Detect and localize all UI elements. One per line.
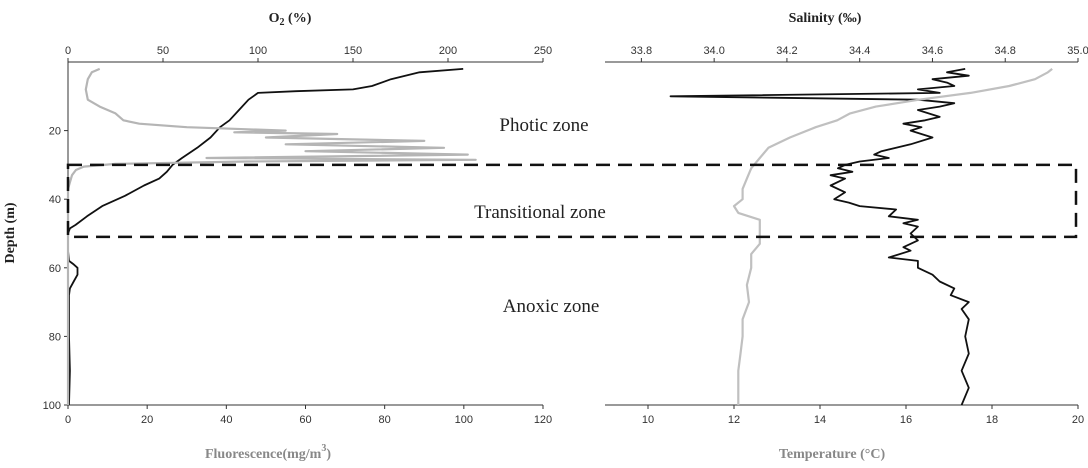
l-top-tick-label: 200 (439, 45, 457, 57)
r-bottom-tick-label: 14 (814, 414, 826, 426)
depth-tick-label: 80 (49, 331, 61, 343)
depth-tick-label: 60 (49, 263, 61, 275)
l-bottom-tick-label: 0 (65, 414, 71, 426)
depth-ticks: 20 40 60 80 100 (43, 126, 68, 412)
r-bottom-tick-label: 10 (642, 414, 654, 426)
depth-tick-label: 20 (49, 126, 61, 138)
r-top-tick-label: 33.8 (631, 45, 652, 57)
photic-zone-label: Photic zone (499, 115, 588, 136)
l-bottom-tick-label: 100 (455, 414, 473, 426)
r-top-tick-label: 34.2 (776, 45, 797, 57)
depth-axis-title: Depth (m) (3, 202, 18, 263)
l-bottom-tick-label: 20 (141, 414, 153, 426)
l-top-tick-label: 150 (344, 45, 362, 57)
r-bottom-tick-label: 12 (728, 414, 740, 426)
right-series (669, 68, 1053, 406)
l-top-tick-label: 50 (157, 45, 169, 57)
depth-tick-label: 100 (43, 400, 61, 412)
right-panel: 33.8 34.0 34.2 34.4 34.6 34.8 35.0 10 12 14 16 18 2… (605, 11, 1088, 462)
transitional-zone-box (66, 163, 1078, 239)
r-bottom-tick-label: 16 (900, 414, 912, 426)
r-top-tick-label: 34.4 (849, 45, 870, 57)
r-series-top-line (669, 68, 970, 406)
anoxic-zone-label: Anoxic zone (503, 296, 600, 317)
o2-axis-title: O2 (%) (269, 11, 312, 28)
l-bottom-tick-label: 120 (534, 414, 552, 426)
left-panel: 0 50 100 150 200 250 0 20 40 60 80 100 120 20 40 60 80… (3, 11, 552, 462)
r-top-tick-label: 34.8 (995, 45, 1016, 57)
left-bottom-ticks: 0 20 40 60 80 100 120 (65, 405, 552, 426)
r-bottom-tick-label: 18 (986, 414, 998, 426)
depth-tick-label: 40 (49, 194, 61, 206)
r-top-tick-label: 34.0 (703, 45, 724, 57)
right-bottom-ticks: 10 12 14 16 18 20 (642, 405, 1084, 426)
left-top-ticks: 0 50 100 150 200 250 (65, 45, 552, 62)
l-top-tick-label: 100 (249, 45, 267, 57)
l-top-tick-label: 0 (65, 45, 71, 57)
l-top-tick-label: 250 (534, 45, 552, 57)
r-top-tick-label: 35.0 (1067, 45, 1088, 57)
l-bottom-tick-label: 40 (220, 414, 232, 426)
transitional-zone-label: Transitional zone (474, 202, 606, 223)
r-series-bottom-line (732, 68, 1053, 405)
right-top-ticks: 33.8 34.0 34.2 34.4 34.6 34.8 35.0 (631, 45, 1088, 62)
l-bottom-tick-label: 80 (379, 414, 391, 426)
l-series-bottom-line (66, 67, 477, 405)
l-series-top-line (67, 68, 464, 406)
fluorescence-axis-title: Fluorescence(mg/m3) (205, 443, 331, 462)
temperature-axis-title: Temperature (°C) (779, 447, 886, 462)
salinity-axis-title: Salinity (‰) (789, 11, 862, 26)
l-bottom-tick-label: 60 (299, 414, 311, 426)
r-top-tick-label: 34.6 (922, 45, 943, 57)
r-bottom-tick-label: 20 (1072, 414, 1084, 426)
left-series (66, 67, 477, 406)
